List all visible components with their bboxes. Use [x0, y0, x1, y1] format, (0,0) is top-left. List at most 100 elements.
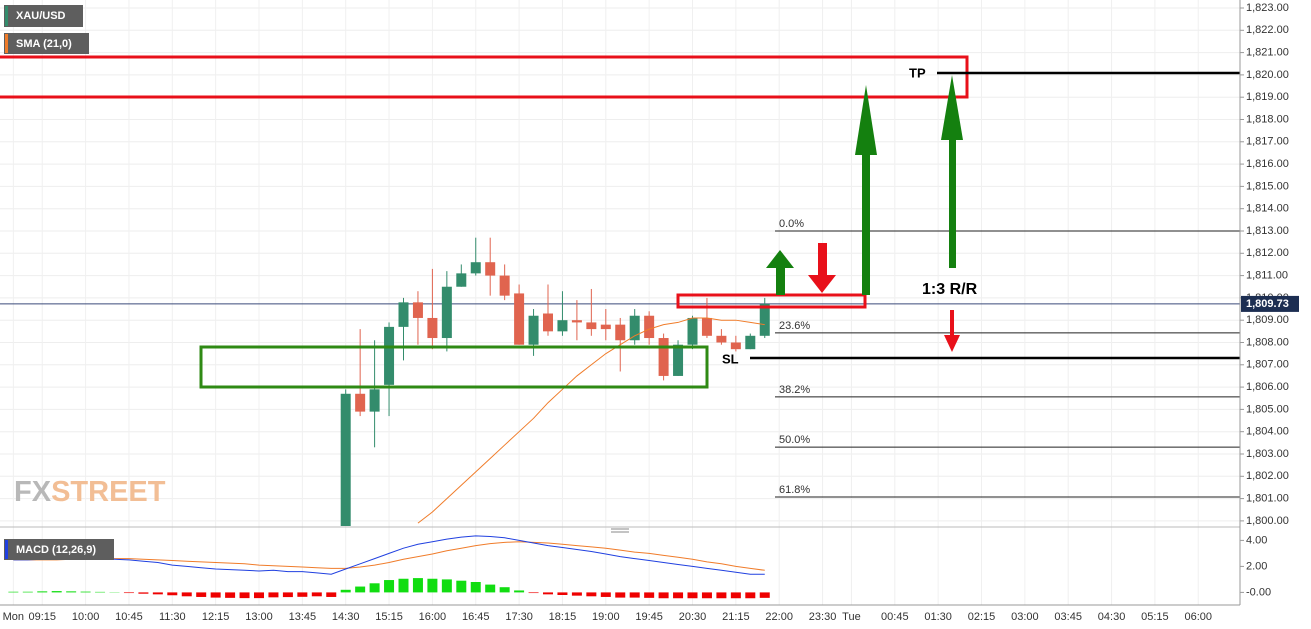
histogram-bar — [282, 592, 293, 598]
histogram-bar — [254, 592, 264, 599]
histogram-bar — [311, 592, 322, 597]
histogram-bar — [66, 591, 77, 593]
sl-label: SL — [722, 351, 739, 366]
histogram-bar — [167, 592, 178, 596]
histogram-bar — [8, 591, 19, 593]
x-tick-label: 21:15 — [722, 611, 750, 623]
arrow-shaft — [818, 243, 827, 276]
x-tick-label: 00:45 — [881, 611, 909, 623]
histogram-bar — [571, 592, 582, 596]
x-tick-label: 02:15 — [968, 611, 996, 623]
histogram-bar — [22, 591, 33, 593]
histogram-bar — [470, 582, 481, 593]
support-zone — [199, 345, 709, 389]
histogram-bar — [745, 592, 756, 599]
candle-body — [485, 262, 496, 276]
x-tick-label: Tue — [842, 611, 861, 623]
histogram-bar — [355, 586, 366, 593]
histogram-bar — [181, 592, 192, 597]
histogram-bar — [701, 592, 712, 599]
x-tick-label: 01:30 — [924, 611, 952, 623]
candle-body — [398, 302, 409, 327]
last-price-box — [1241, 295, 1299, 312]
histogram-bar — [37, 591, 48, 593]
arrow-head — [941, 75, 963, 140]
legend-box[interactable] — [4, 539, 114, 560]
histogram-bar — [95, 591, 106, 593]
y-tick-label: 1,800.00 — [1246, 515, 1289, 527]
histogram-bar — [152, 592, 163, 595]
candle-body — [340, 393, 351, 526]
histogram-bar — [543, 592, 553, 595]
arrow-head — [808, 275, 836, 293]
y-tick-label: 1,807.00 — [1246, 359, 1289, 371]
candle-body — [600, 324, 611, 330]
y-tick-label: 1,812.00 — [1246, 247, 1289, 259]
fib-label: 61.8% — [779, 484, 810, 496]
fib-label: 23.6% — [779, 320, 810, 332]
candle-body — [615, 324, 626, 341]
candle-body — [745, 335, 756, 350]
tp-label: TP — [909, 65, 926, 80]
candle-body — [427, 317, 438, 339]
y-tick-label: 1,804.00 — [1246, 426, 1289, 438]
candle-body — [701, 317, 712, 336]
legend-box[interactable] — [4, 5, 83, 27]
histogram-bar — [658, 592, 669, 599]
x-tick-label: 17:30 — [505, 611, 533, 623]
candle-body — [687, 317, 698, 345]
histogram-bar — [427, 578, 438, 593]
histogram-bar — [528, 592, 539, 594]
y-tick-label: 1,819.00 — [1246, 91, 1289, 103]
y-tick-label: 4.00 — [1246, 534, 1267, 546]
candle-body — [528, 315, 539, 345]
y-tick-label: 1,823.00 — [1246, 2, 1289, 14]
histogram-bar — [398, 578, 409, 593]
x-tick-label: 19:00 — [592, 611, 620, 623]
legend-label: MACD (12,26,9) — [16, 544, 96, 556]
x-tick-label: 18:15 — [549, 611, 577, 623]
macd-panel — [8, 535, 770, 599]
histogram-bar — [673, 592, 684, 599]
y-tick-label: 1,814.00 — [1246, 203, 1289, 215]
arrow-shaft — [950, 310, 954, 336]
x-tick-label: 22:00 — [765, 611, 793, 623]
macd-line — [13, 535, 765, 575]
histogram-bar — [586, 592, 597, 597]
legend-label: XAU/USD — [16, 10, 66, 22]
sma-line — [417, 317, 765, 524]
x-tick-label: 20:30 — [679, 611, 707, 623]
x-tick-label: 06:00 — [1184, 611, 1212, 623]
histogram-bar — [687, 592, 698, 599]
watermark: FXSTREET — [14, 476, 166, 508]
histogram-bar — [51, 591, 62, 593]
candle-body — [369, 389, 380, 412]
arrow-shaft — [949, 139, 956, 268]
legend-box[interactable] — [4, 33, 89, 54]
histogram-bar — [369, 583, 380, 593]
histogram-bar — [384, 580, 395, 593]
grid — [0, 0, 1240, 605]
x-tick-label: 19:45 — [635, 611, 663, 623]
x-tick-label: 12:15 — [202, 611, 230, 623]
y-tick-label: 1,809.00 — [1246, 314, 1289, 326]
candle-body — [412, 302, 423, 318]
histogram-bar — [225, 592, 236, 598]
axes: 1,800.00 1,801.00 1,802.00 1,803.00 1,804.00… — [3, 2, 1299, 623]
legend-swatch — [5, 6, 8, 26]
y-tick-label: 1,820.00 — [1246, 69, 1289, 81]
y-tick-label: 1,805.00 — [1246, 403, 1289, 415]
y-tick-label: 1,817.00 — [1246, 136, 1289, 148]
histogram-bar — [441, 579, 452, 593]
y-tick-label: 1,802.00 — [1246, 470, 1289, 482]
y-tick-label: 1,821.00 — [1246, 46, 1289, 58]
x-tick-label: 10:00 — [72, 611, 100, 623]
legend-swatch — [5, 34, 8, 53]
y-tick-label: 2.00 — [1246, 560, 1267, 572]
x-tick-label: 10:45 — [115, 611, 143, 623]
histogram-bar — [210, 592, 221, 598]
breakout-zone — [676, 293, 867, 309]
resistance-zone — [0, 55, 969, 99]
histogram-bar — [629, 592, 640, 598]
